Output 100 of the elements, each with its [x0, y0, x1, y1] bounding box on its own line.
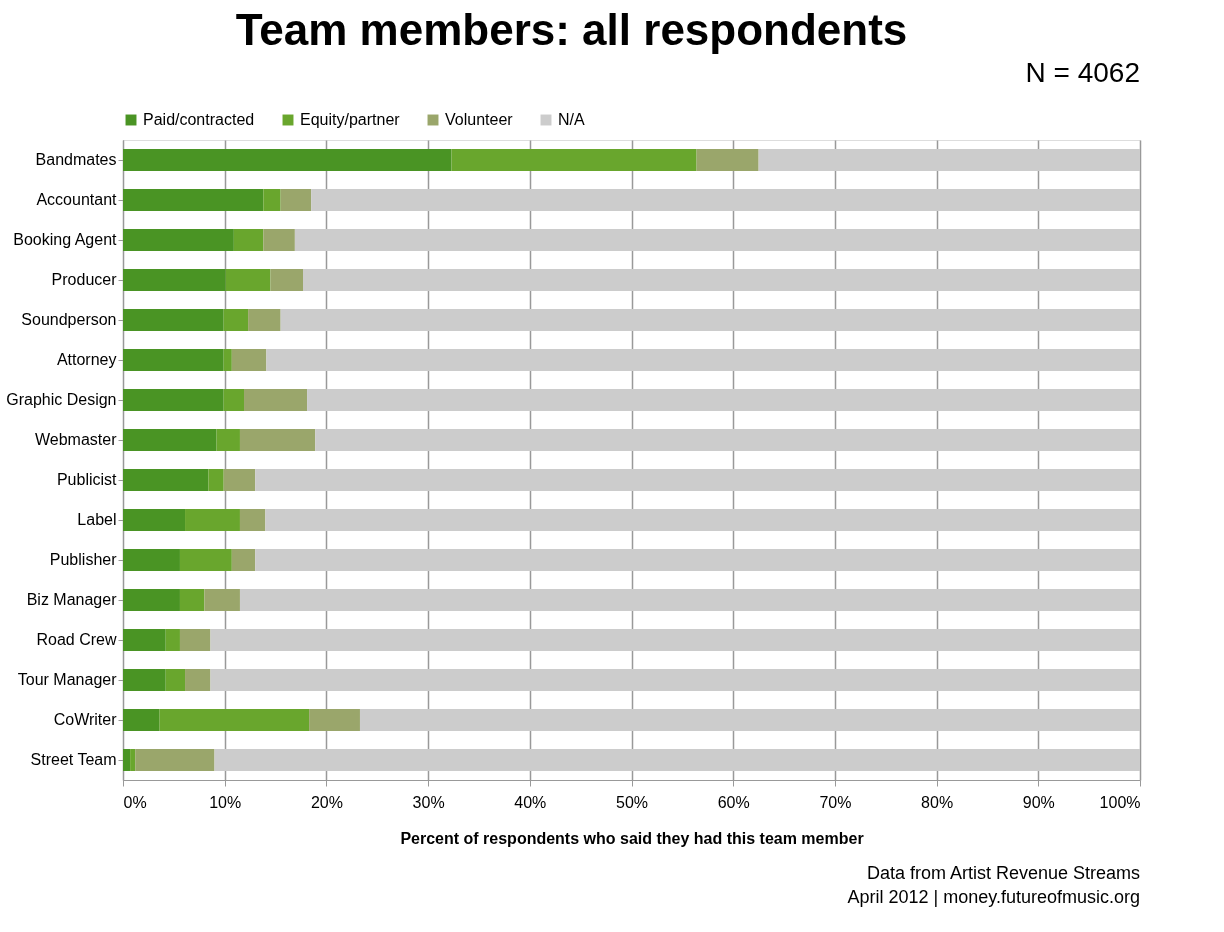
- bar: [179, 589, 205, 611]
- y-tick-label: Publisher: [49, 551, 118, 568]
- bar: [204, 589, 240, 611]
- bar: [248, 309, 281, 331]
- legend-label: Equity/partner: [300, 111, 401, 128]
- bar: [294, 229, 1140, 251]
- bar: [231, 549, 256, 571]
- y-tick-label: CoWriter: [53, 711, 118, 728]
- bar: [307, 389, 1140, 411]
- text: N = 4062: [1025, 57, 1140, 88]
- bar: [135, 749, 215, 771]
- y-tick-label: Accountant: [36, 191, 118, 208]
- bar: [263, 229, 295, 251]
- bar: [210, 629, 1140, 651]
- bar: [266, 349, 1140, 371]
- bar: [123, 589, 180, 611]
- bar: [451, 149, 697, 171]
- bar: [311, 189, 1140, 211]
- bar: [123, 389, 224, 411]
- x-tick-label: 60%: [717, 793, 750, 811]
- bar: [123, 469, 209, 491]
- legend-label: Volunteer: [445, 111, 514, 128]
- bar: [159, 709, 310, 731]
- x-axis-title: Percent of respondents who said they had this team member: [400, 829, 864, 847]
- bar: [123, 509, 186, 531]
- bar: [223, 389, 245, 411]
- y-tick-label: Street Team: [30, 751, 117, 768]
- y-tick-label: Attorney: [56, 351, 117, 368]
- bar: [359, 709, 1140, 731]
- bar: [185, 669, 211, 691]
- bar: [270, 269, 304, 291]
- bar: [123, 149, 452, 171]
- bar: [303, 269, 1140, 291]
- bar: [265, 509, 1140, 531]
- bar: [179, 549, 232, 571]
- y-tick-label: Graphic Design: [6, 391, 117, 408]
- y-tick-label: Soundperson: [21, 311, 117, 328]
- bar: [223, 469, 256, 491]
- bar: [233, 229, 264, 251]
- bar: [165, 629, 180, 651]
- bar: [239, 589, 1140, 611]
- bar: [123, 429, 217, 451]
- bar: [216, 429, 240, 451]
- bar: [223, 309, 249, 331]
- bar: [280, 189, 312, 211]
- bar: [239, 429, 316, 451]
- bar: [758, 149, 1140, 171]
- bar: [123, 669, 166, 691]
- x-tick-label: 30%: [412, 793, 445, 811]
- y-tick-label: Biz Manager: [26, 591, 118, 608]
- bar: [123, 189, 264, 211]
- legend-label: N/A: [558, 111, 585, 128]
- x-tick-label: 70%: [819, 793, 852, 811]
- x-tick-label: 100%: [1099, 793, 1141, 811]
- bar: [231, 349, 267, 371]
- legend-label: Paid/contracted: [143, 111, 255, 128]
- bar: [309, 709, 360, 731]
- chart-title: Team members: all respondents: [235, 5, 908, 54]
- bar: [315, 429, 1140, 451]
- bar: [210, 669, 1140, 691]
- bar: [255, 469, 1140, 491]
- bar: [123, 549, 180, 571]
- bar: [123, 629, 166, 651]
- y-tick-label: Producer: [51, 271, 118, 288]
- text: April 2012 | money.futureofmusic.org: [847, 887, 1140, 907]
- bar: [123, 309, 224, 331]
- bar: [214, 749, 1140, 771]
- x-tick-label: 0%: [123, 793, 147, 811]
- bar: [280, 309, 1140, 331]
- bar: [263, 189, 281, 211]
- bar: [123, 709, 160, 731]
- y-tick-label: Road Crew: [36, 631, 117, 648]
- y-tick-label: Bandmates: [35, 151, 117, 168]
- bar: [165, 669, 186, 691]
- x-tick-label: 40%: [514, 793, 547, 811]
- bar: [130, 749, 136, 771]
- bar: [123, 749, 131, 771]
- bar: [223, 349, 232, 371]
- y-tick-label: Publicist: [56, 471, 118, 488]
- bar: [185, 509, 240, 531]
- bar: [208, 469, 224, 491]
- bar: [225, 269, 271, 291]
- bar: [123, 349, 224, 371]
- x-tick-label: 90%: [1022, 793, 1055, 811]
- y-tick-label: Label: [77, 511, 117, 528]
- bar: [239, 509, 266, 531]
- x-tick-label: 20%: [310, 793, 343, 811]
- bar: [123, 269, 226, 291]
- x-tick-label: 10%: [209, 793, 242, 811]
- y-tick-label: Tour Manager: [17, 671, 118, 688]
- bar: [255, 549, 1140, 571]
- bar: [244, 389, 308, 411]
- text: Data from Artist Revenue Streams: [866, 863, 1140, 883]
- x-tick-label: 50%: [615, 793, 649, 811]
- y-tick-label: Booking Agent: [13, 231, 118, 248]
- y-tick-label: Webmaster: [34, 431, 118, 448]
- x-tick-label: 80%: [921, 793, 954, 811]
- bar: [179, 629, 211, 651]
- bar: [696, 149, 759, 171]
- bar: [123, 229, 234, 251]
